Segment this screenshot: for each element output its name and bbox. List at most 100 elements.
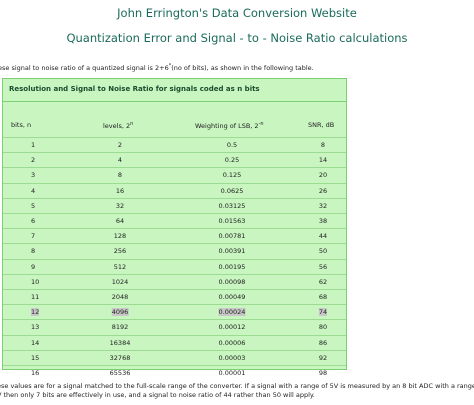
header-lsb: Weighting of LSB, 2-n bbox=[195, 121, 264, 130]
cell-snr: 50 bbox=[319, 247, 327, 255]
cell-bits: 7 bbox=[31, 232, 35, 240]
page-heading: Quantization Error and Signal - to - Noi… bbox=[66, 31, 408, 45]
cell-lsb: 0.5 bbox=[227, 141, 237, 149]
cell-levels-text: 64 bbox=[115, 217, 125, 225]
table-row: 15 32768 0.00003 92 bbox=[3, 349, 346, 366]
cell-snr-text: 86 bbox=[318, 338, 328, 347]
cell-snr-text: 32 bbox=[318, 201, 328, 210]
cell-bits: 13 bbox=[31, 323, 39, 331]
cell-lsb-text: 0.5 bbox=[226, 141, 238, 149]
caption-divider bbox=[3, 101, 346, 102]
cell-snr: 38 bbox=[319, 217, 327, 225]
table-row: 1 2 0.5 8 bbox=[3, 137, 346, 153]
cell-snr-text: 98 bbox=[318, 369, 328, 377]
cell-levels: 4 bbox=[118, 156, 122, 164]
cell-levels: 256 bbox=[114, 247, 126, 255]
table-row: 4 16 0.0625 26 bbox=[3, 182, 346, 199]
cell-snr: 68 bbox=[319, 293, 327, 301]
cell-lsb-text: 0.0625 bbox=[220, 186, 244, 195]
cell-lsb-text: 0.125 bbox=[222, 171, 242, 180]
cell-lsb-text: 0.00012 bbox=[218, 323, 246, 332]
cell-bits-text: 11 bbox=[31, 293, 40, 301]
cell-snr-text: 8 bbox=[320, 141, 326, 149]
cell-bits-text: 6 bbox=[31, 217, 36, 225]
cell-levels: 512 bbox=[114, 263, 126, 271]
cell-levels-text: 32768 bbox=[109, 353, 131, 362]
cell-snr-text: 20 bbox=[318, 171, 328, 180]
cell-levels: 32 bbox=[116, 202, 124, 210]
cell-snr: 98 bbox=[319, 369, 327, 377]
cell-snr: 44 bbox=[319, 232, 327, 240]
cell-lsb-text: 0.00006 bbox=[218, 338, 246, 347]
table-row: 10 1024 0.00098 62 bbox=[3, 273, 346, 290]
cell-lsb: 0.00006 bbox=[219, 339, 246, 347]
table-row: 11 2048 0.00049 68 bbox=[3, 289, 346, 305]
cell-snr: 92 bbox=[319, 354, 327, 362]
cell-snr-text: 26 bbox=[318, 186, 328, 195]
cell-snr: 86 bbox=[319, 339, 327, 347]
cell-bits: 6 bbox=[31, 217, 35, 225]
cell-bits: 15 bbox=[31, 354, 39, 362]
cell-bits: 5 bbox=[31, 202, 35, 210]
cell-snr: 8 bbox=[321, 141, 325, 149]
cell-levels: 64 bbox=[116, 217, 124, 225]
cell-lsb-text: 0.00024 bbox=[218, 308, 246, 317]
header-lsb-text: Weighting of LSB, 2 bbox=[195, 122, 259, 131]
cell-bits: 2 bbox=[31, 156, 35, 164]
cell-snr-text: 14 bbox=[318, 156, 328, 165]
intro-text-before: ese signal to noise ratio of a quantized… bbox=[0, 64, 169, 73]
intro-superscript: * bbox=[168, 63, 172, 69]
cell-levels: 1024 bbox=[112, 278, 129, 286]
cell-levels-text: 256 bbox=[113, 247, 127, 256]
cell-bits-text: 16 bbox=[31, 369, 40, 377]
cell-snr-text: 92 bbox=[318, 353, 328, 362]
cell-levels: 65536 bbox=[110, 369, 131, 377]
cell-levels: 2 bbox=[118, 141, 122, 149]
cell-levels: 16 bbox=[116, 187, 124, 195]
cell-lsb: 0.0625 bbox=[221, 187, 244, 195]
cell-levels-text: 128 bbox=[113, 232, 127, 241]
cell-levels-text: 65536 bbox=[109, 369, 131, 377]
cell-lsb-text: 0.00001 bbox=[218, 369, 246, 377]
footer-line-1: ese values are for a signal matched to t… bbox=[0, 382, 474, 390]
cell-lsb-text: 0.25 bbox=[224, 156, 240, 165]
header-snr: SNR, dB bbox=[308, 121, 335, 129]
cell-bits-text: 3 bbox=[31, 171, 36, 180]
cell-bits-text: 8 bbox=[31, 247, 36, 256]
table-row: 9 512 0.00195 56 bbox=[3, 258, 346, 275]
cell-levels-text: 8 bbox=[117, 171, 123, 180]
header-lsb-sup: -n bbox=[258, 121, 264, 127]
cell-bits: 16 bbox=[31, 369, 39, 377]
cell-bits-text: 12 bbox=[31, 308, 40, 317]
cell-lsb-text: 0.00049 bbox=[218, 293, 246, 301]
cell-levels-text: 16 bbox=[115, 186, 125, 195]
cell-lsb: 0.00024 bbox=[218, 308, 246, 317]
cell-lsb: 0.00195 bbox=[219, 263, 246, 271]
table-row: 7 128 0.00781 44 bbox=[3, 228, 346, 244]
cell-lsb-text: 0.00195 bbox=[218, 262, 246, 271]
cell-lsb: 0.00012 bbox=[219, 323, 246, 331]
cell-levels: 8192 bbox=[112, 323, 129, 331]
cell-snr-text: 38 bbox=[318, 217, 328, 225]
cell-bits-text: 14 bbox=[31, 338, 40, 347]
cell-snr-text: 50 bbox=[318, 247, 328, 256]
cell-bits-text: 4 bbox=[31, 186, 36, 195]
cell-snr: 56 bbox=[319, 263, 327, 271]
table-row: 16 65536 0.00001 98 bbox=[3, 365, 346, 381]
cell-lsb-text: 0.03125 bbox=[218, 201, 246, 210]
cell-lsb: 0.00781 bbox=[219, 232, 246, 240]
cell-levels-text: 16384 bbox=[109, 338, 131, 347]
intro-paragraph: ese signal to noise ratio of a quantized… bbox=[0, 63, 314, 72]
table-caption: Resolution and Signal to Noise Ratio for… bbox=[9, 85, 260, 93]
cell-lsb: 0.00001 bbox=[219, 369, 246, 377]
cell-snr-text: 44 bbox=[318, 232, 328, 241]
cell-lsb: 0.00003 bbox=[219, 354, 246, 362]
cell-snr: 20 bbox=[319, 171, 327, 179]
cell-lsb-text: 0.00781 bbox=[218, 232, 246, 241]
cell-bits: 10 bbox=[31, 278, 39, 286]
intro-text-after: (no of bits), as shown in the following … bbox=[171, 64, 314, 73]
cell-levels: 32768 bbox=[110, 354, 131, 362]
table-row: 12 4096 0.00024 74 bbox=[3, 304, 346, 320]
cell-snr-text: 56 bbox=[318, 262, 328, 271]
cell-lsb-text: 0.00098 bbox=[218, 277, 246, 286]
